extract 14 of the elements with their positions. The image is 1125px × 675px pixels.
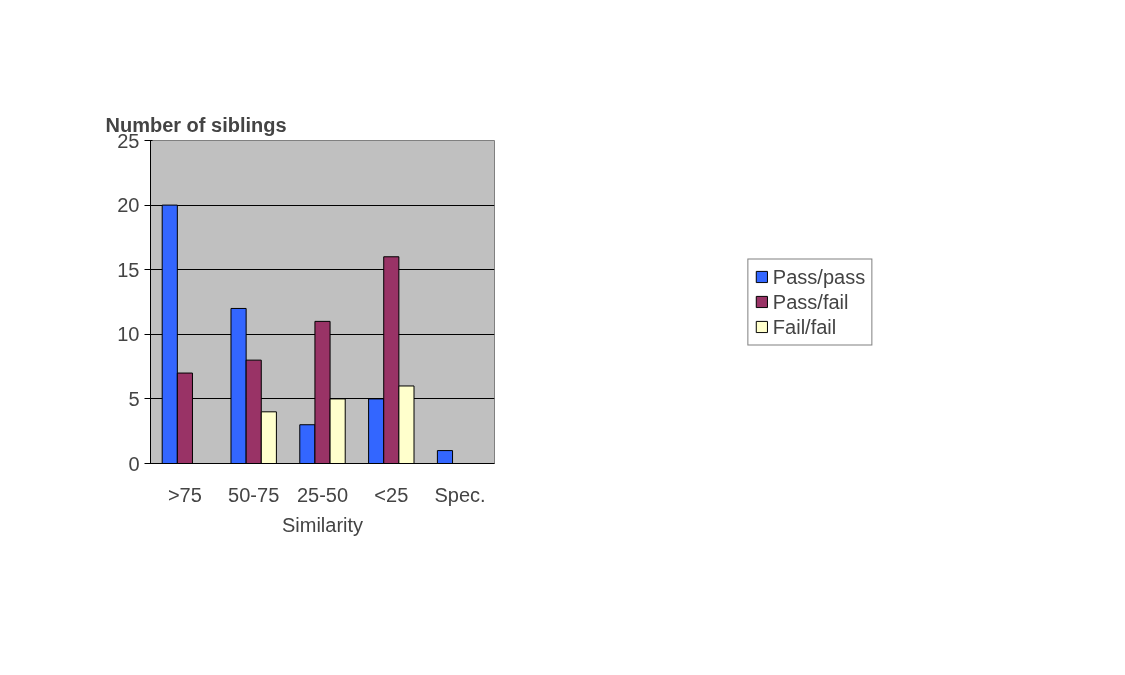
y-tick-label: 5	[128, 387, 140, 410]
x-tick-label: >75	[167, 483, 202, 506]
x-tick-label: Spec.	[434, 483, 486, 506]
legend-label: Pass/fail	[772, 290, 849, 313]
x-axis-title: Similarity	[281, 513, 364, 536]
y-tick-label: 20	[117, 194, 140, 217]
y-tick-label: 10	[117, 323, 140, 346]
y-tick-label: 0	[128, 452, 140, 475]
legend-label: Pass/pass	[772, 265, 866, 288]
x-tick-label: 25-50	[296, 483, 349, 506]
legend-label: Fail/fail	[772, 315, 837, 338]
x-tick-label: 50-75	[228, 483, 280, 506]
x-tick-label: <25	[374, 483, 409, 506]
y-tick-label: 15	[117, 258, 140, 281]
